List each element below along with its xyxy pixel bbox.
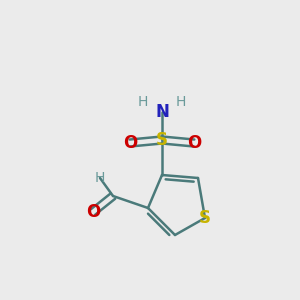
- Text: N: N: [155, 103, 169, 121]
- Text: H: H: [138, 95, 148, 109]
- Text: O: O: [123, 134, 137, 152]
- Text: O: O: [187, 134, 201, 152]
- Text: O: O: [86, 203, 100, 221]
- Text: S: S: [199, 209, 211, 227]
- Text: H: H: [176, 95, 186, 109]
- Text: H: H: [95, 171, 105, 185]
- Text: S: S: [156, 131, 168, 149]
